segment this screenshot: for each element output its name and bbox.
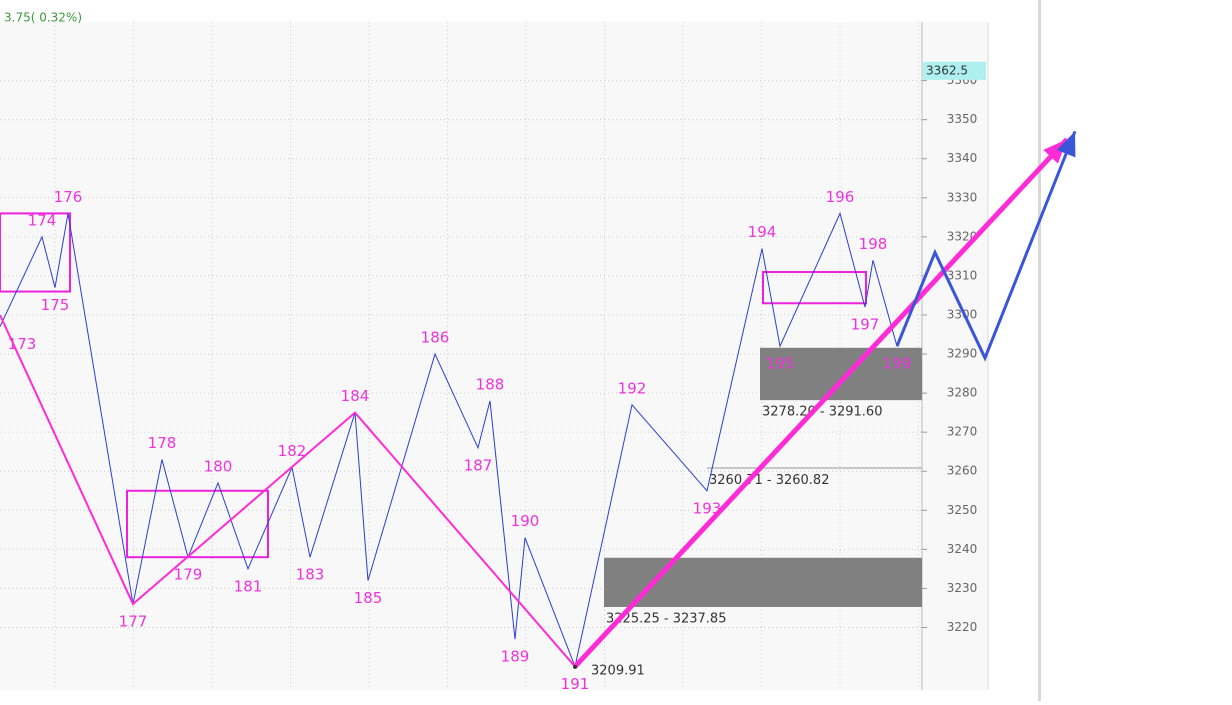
pivot-label: 174 bbox=[28, 211, 57, 229]
pivot-label: 190 bbox=[511, 512, 540, 530]
zone-label: 3260.71 - 3260.82 bbox=[709, 473, 829, 488]
pivot-label: 178 bbox=[148, 434, 177, 452]
pivot-label: 187 bbox=[464, 456, 493, 474]
pivot-label: 182 bbox=[278, 442, 307, 460]
arrow-head bbox=[1056, 131, 1076, 158]
pivot-label: 180 bbox=[204, 457, 233, 475]
arrow-head bbox=[1043, 139, 1067, 164]
pivot-label: 193 bbox=[693, 499, 722, 517]
zone-label: 3225.25 - 3237.85 bbox=[606, 611, 726, 626]
y-tick-label: 3260 bbox=[947, 464, 978, 478]
pivot-label: 184 bbox=[341, 387, 370, 405]
price-tag-label: 3362.5 bbox=[926, 63, 968, 77]
y-tick-label: 3240 bbox=[947, 542, 978, 556]
y-tick-label: 3340 bbox=[947, 151, 978, 165]
low-point bbox=[573, 664, 577, 669]
series-line bbox=[573, 137, 1069, 669]
y-tick-label: 3290 bbox=[947, 347, 978, 361]
pivot-label: 176 bbox=[54, 188, 83, 206]
pivot-label: 179 bbox=[174, 566, 203, 584]
pivot-label: 199 bbox=[883, 355, 912, 373]
y-tick-label: 3270 bbox=[947, 425, 978, 439]
pivot-label: 175 bbox=[41, 296, 70, 314]
y-tick-label: 3330 bbox=[947, 190, 978, 204]
price-tag bbox=[923, 61, 986, 80]
pivot-label: 188 bbox=[476, 375, 505, 393]
zone-label: 3278.20 - 3291.60 bbox=[762, 405, 882, 420]
y-tick-label: 3250 bbox=[947, 503, 978, 517]
pivot-label: 189 bbox=[501, 648, 530, 666]
pivot-label: 198 bbox=[859, 235, 888, 253]
y-tick-label: 3220 bbox=[947, 620, 978, 634]
series-line bbox=[0, 211, 898, 669]
y-tick-label: 3350 bbox=[947, 112, 978, 126]
zone bbox=[760, 347, 922, 401]
subtitle: 3.75( 0.32%) bbox=[4, 11, 82, 25]
pivot-label: 197 bbox=[851, 316, 880, 334]
zone bbox=[604, 557, 922, 607]
pivot-label: 185 bbox=[354, 589, 383, 607]
y-tick-label: 3300 bbox=[947, 307, 978, 321]
y-tick-label: 3230 bbox=[947, 581, 978, 595]
pivot-label: 191 bbox=[561, 675, 590, 693]
series-line bbox=[0, 314, 576, 668]
pivot-label: 196 bbox=[826, 188, 855, 206]
pivot-label: 194 bbox=[748, 223, 777, 241]
series-line bbox=[895, 130, 1077, 362]
low-label: 3209.91 bbox=[591, 663, 645, 678]
pivot-label: 181 bbox=[234, 577, 263, 595]
panel-border bbox=[1038, 0, 1041, 701]
range-box bbox=[762, 271, 867, 305]
y-tick-label: 3310 bbox=[947, 268, 978, 282]
pivot-label: 195 bbox=[766, 355, 795, 373]
y-tick-label: 3280 bbox=[947, 386, 978, 400]
pivot-label: 186 bbox=[421, 329, 450, 347]
pivot-label: 173 bbox=[8, 335, 37, 353]
pivot-label: 192 bbox=[618, 379, 647, 397]
y-tick-label: 3320 bbox=[947, 229, 978, 243]
range-box bbox=[0, 212, 71, 293]
pivot-label: 183 bbox=[296, 566, 325, 584]
pivot-label: 177 bbox=[119, 613, 148, 631]
